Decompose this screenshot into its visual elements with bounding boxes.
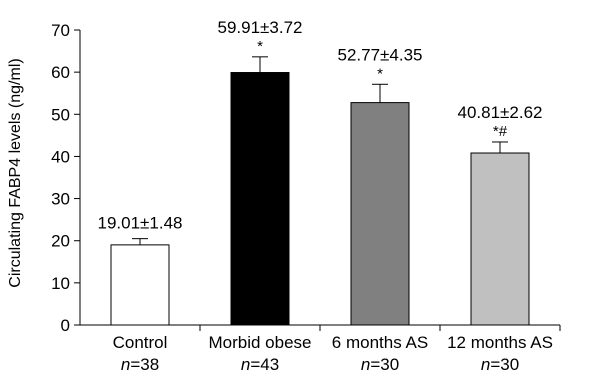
y-axis-ticks: 0 10 20 30 40 50 60 70 (51, 21, 80, 335)
category-label: Morbid obese (208, 333, 311, 352)
y-tick-label: 10 (51, 274, 70, 293)
significance-marker: * (377, 65, 383, 82)
sample-size-value: =38 (130, 355, 159, 374)
significance-marker: *# (493, 123, 508, 140)
value-label: 52.77±4.35 (338, 45, 423, 64)
significance-marker: * (257, 38, 263, 55)
sample-size-value: =30 (490, 355, 519, 374)
bar (470, 152, 530, 326)
bar (350, 102, 410, 326)
bar-series: 19.01±1.48*59.91±3.72*52.77±4.35*#40.81±… (98, 18, 561, 331)
category-label: 12 months AS (447, 333, 553, 352)
sample-size-value: =30 (370, 355, 399, 374)
sample-size-label: n=43 (241, 355, 279, 374)
y-tick-label: 70 (51, 21, 70, 40)
bar (230, 72, 290, 326)
sample-size-symbol: n (361, 355, 370, 374)
y-tick-label: 20 (51, 232, 70, 251)
category-label: 6 months AS (332, 333, 428, 352)
y-tick-label: 40 (51, 147, 70, 166)
y-tick-label: 30 (51, 190, 70, 209)
sample-size-label: n=30 (361, 355, 399, 374)
y-tick-label: 60 (51, 63, 70, 82)
value-label: 40.81±2.62 (458, 103, 543, 122)
y-tick-label: 50 (51, 105, 70, 124)
value-label: 19.01±1.48 (98, 214, 183, 233)
sample-size-symbol: n (121, 355, 130, 374)
value-label: 59.91±3.72 (218, 18, 303, 37)
sample-size-value: =43 (250, 355, 279, 374)
sample-size-symbol: n (241, 355, 250, 374)
category-label: Control (113, 333, 168, 352)
sample-size-symbol: n (481, 355, 490, 374)
y-axis-title: Circulating FABP4 levels (ng/ml) (7, 58, 24, 287)
y-tick-label: 0 (61, 316, 70, 335)
bar (110, 244, 170, 326)
sample-size-label: n=30 (481, 355, 519, 374)
sample-size-label: n=38 (121, 355, 159, 374)
